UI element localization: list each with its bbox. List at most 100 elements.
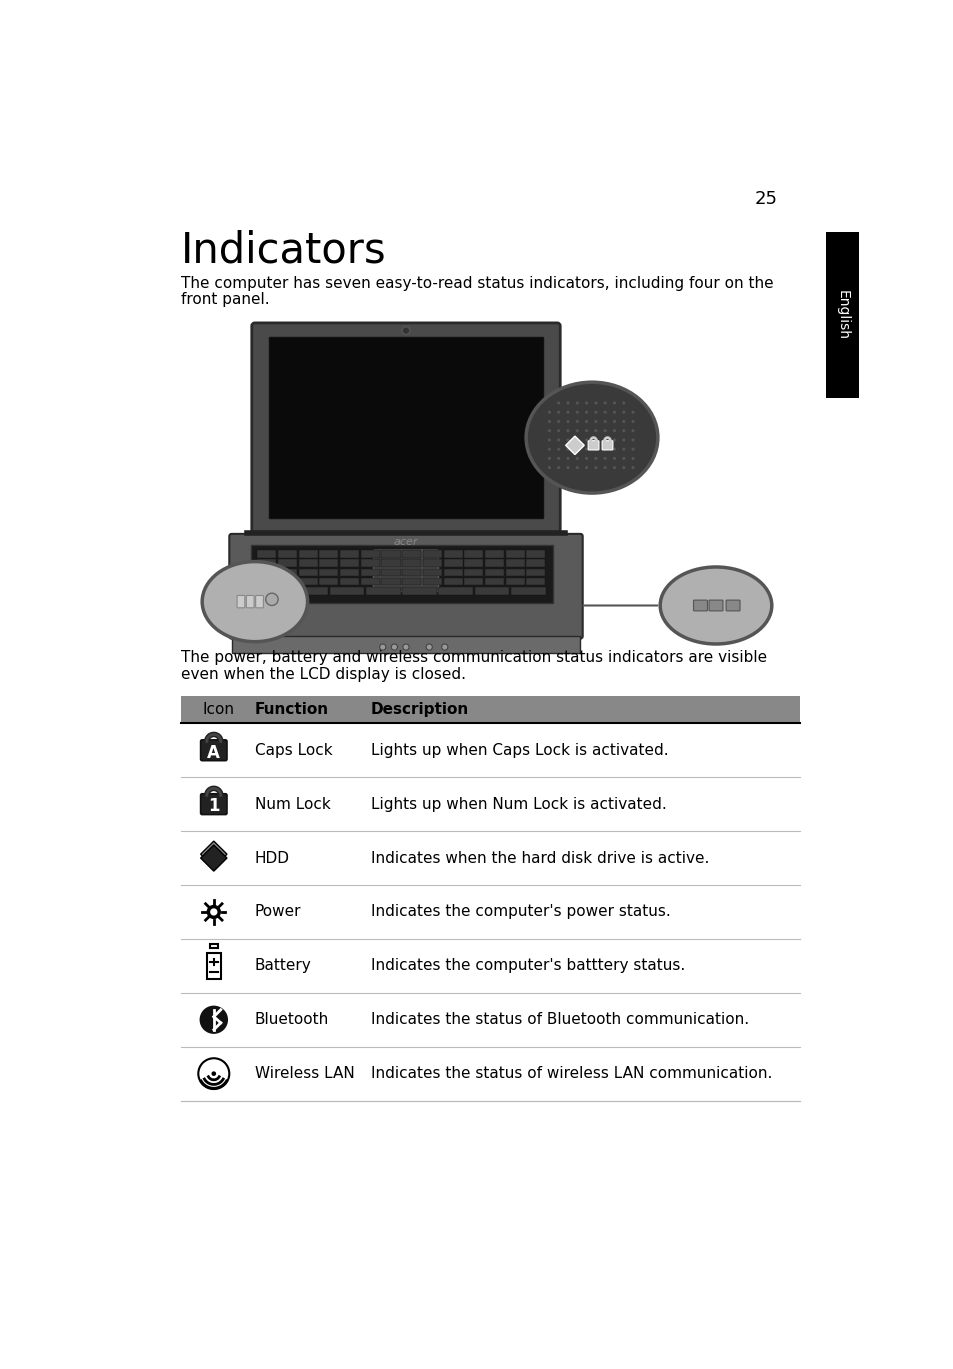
Circle shape xyxy=(594,401,597,404)
Circle shape xyxy=(584,438,587,441)
Bar xyxy=(339,568,358,576)
Circle shape xyxy=(631,438,634,441)
Circle shape xyxy=(603,420,606,423)
Bar xyxy=(526,550,545,557)
Text: A: A xyxy=(207,743,220,761)
Bar xyxy=(443,550,462,557)
Circle shape xyxy=(584,457,587,460)
Bar xyxy=(526,578,545,586)
Circle shape xyxy=(594,428,597,433)
FancyBboxPatch shape xyxy=(200,739,227,761)
Text: Caps Lock: Caps Lock xyxy=(254,743,333,758)
Bar xyxy=(298,550,317,557)
Bar xyxy=(464,568,483,576)
Circle shape xyxy=(584,465,587,470)
Polygon shape xyxy=(565,437,583,455)
Ellipse shape xyxy=(202,561,307,642)
Bar xyxy=(319,550,338,557)
Circle shape xyxy=(391,643,397,650)
FancyBboxPatch shape xyxy=(252,323,559,533)
Circle shape xyxy=(594,448,597,450)
Circle shape xyxy=(631,420,634,423)
Text: Icon: Icon xyxy=(203,702,234,717)
Bar xyxy=(277,568,296,576)
Circle shape xyxy=(603,448,606,450)
Text: Num Lock: Num Lock xyxy=(254,797,331,812)
Bar xyxy=(360,578,379,586)
Circle shape xyxy=(621,465,624,470)
FancyBboxPatch shape xyxy=(373,550,438,591)
Bar xyxy=(257,578,276,586)
Bar xyxy=(505,560,524,567)
Bar xyxy=(484,568,503,576)
Circle shape xyxy=(547,411,550,413)
Circle shape xyxy=(584,411,587,413)
Bar xyxy=(505,578,524,586)
Ellipse shape xyxy=(525,382,658,493)
Circle shape xyxy=(557,438,559,441)
Circle shape xyxy=(621,448,624,450)
Circle shape xyxy=(621,428,624,433)
Bar xyxy=(825,231,858,397)
Circle shape xyxy=(557,457,559,460)
Bar xyxy=(422,560,441,567)
Text: front panel.: front panel. xyxy=(181,292,270,307)
Circle shape xyxy=(594,457,597,460)
Circle shape xyxy=(557,465,559,470)
Circle shape xyxy=(631,465,634,470)
Circle shape xyxy=(612,428,616,433)
Circle shape xyxy=(594,411,597,413)
Circle shape xyxy=(612,438,616,441)
FancyBboxPatch shape xyxy=(200,794,227,815)
Bar xyxy=(277,550,296,557)
Text: Description: Description xyxy=(371,702,469,717)
Circle shape xyxy=(584,420,587,423)
Bar xyxy=(402,560,421,567)
Bar xyxy=(181,695,799,723)
Bar xyxy=(277,560,296,567)
Bar xyxy=(330,587,364,594)
FancyBboxPatch shape xyxy=(587,441,598,450)
Circle shape xyxy=(603,438,606,441)
Circle shape xyxy=(584,401,587,404)
Text: Indicates the computer's power status.: Indicates the computer's power status. xyxy=(371,905,670,920)
Circle shape xyxy=(200,1006,227,1032)
Bar xyxy=(505,550,524,557)
Bar xyxy=(366,587,400,594)
Text: The power, battery and wireless communication status indicators are visible: The power, battery and wireless communic… xyxy=(181,649,766,664)
Text: Battery: Battery xyxy=(254,958,312,973)
Circle shape xyxy=(631,457,634,460)
FancyBboxPatch shape xyxy=(229,534,582,638)
Circle shape xyxy=(584,448,587,450)
Bar xyxy=(319,560,338,567)
Circle shape xyxy=(566,465,569,470)
Polygon shape xyxy=(200,841,227,868)
Circle shape xyxy=(594,438,597,441)
Bar xyxy=(210,943,217,949)
Circle shape xyxy=(612,457,616,460)
Text: Bluetooth: Bluetooth xyxy=(254,1012,329,1027)
Circle shape xyxy=(547,465,550,470)
Circle shape xyxy=(575,401,578,404)
Text: HDD: HDD xyxy=(254,850,290,865)
FancyBboxPatch shape xyxy=(601,441,612,450)
Text: 1: 1 xyxy=(208,798,219,816)
Circle shape xyxy=(547,438,550,441)
Circle shape xyxy=(603,411,606,413)
Circle shape xyxy=(621,457,624,460)
Bar xyxy=(422,578,441,586)
Circle shape xyxy=(631,411,634,413)
Circle shape xyxy=(612,448,616,450)
Circle shape xyxy=(603,401,606,404)
Text: even when the LCD display is closed.: even when the LCD display is closed. xyxy=(181,667,466,682)
Circle shape xyxy=(594,465,597,470)
Bar xyxy=(422,568,441,576)
Bar xyxy=(257,587,292,594)
Ellipse shape xyxy=(659,567,771,643)
Bar xyxy=(298,560,317,567)
Text: Indicates the status of wireless LAN communication.: Indicates the status of wireless LAN com… xyxy=(371,1066,772,1082)
Bar xyxy=(360,550,379,557)
Circle shape xyxy=(603,457,606,460)
Circle shape xyxy=(612,411,616,413)
Text: Power: Power xyxy=(254,905,301,920)
